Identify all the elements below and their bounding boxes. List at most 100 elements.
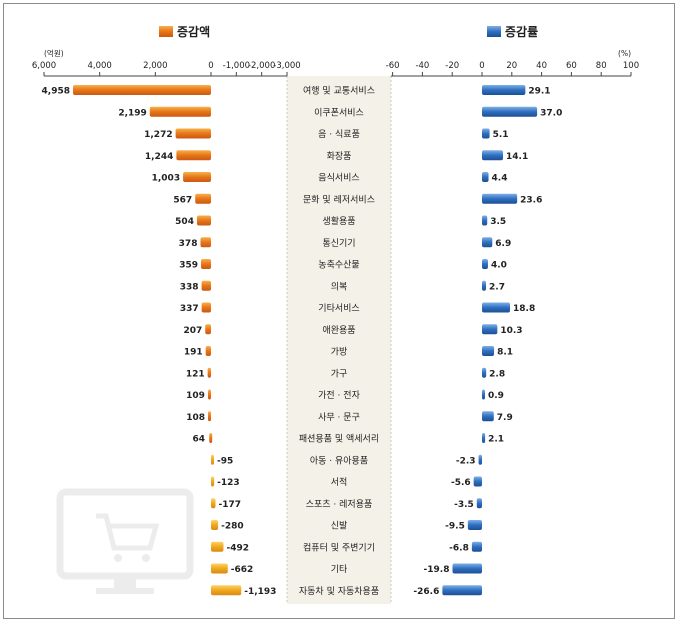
amount-bar (209, 433, 213, 443)
amount-bars: 4,958 2,199 1,272 1,244 1,003 567 504 378 359 338… (42, 85, 276, 597)
rate-value-label: 5.1 (493, 130, 509, 140)
amount-value-label: -123 (217, 478, 240, 488)
rate-value-label: 8.1 (497, 348, 513, 358)
category-label: 애완용품 (322, 325, 355, 336)
rate-bar (482, 128, 490, 139)
amount-value-label: 121 (186, 369, 205, 379)
monitor-stand (114, 576, 136, 590)
rate-bar (482, 389, 485, 400)
rate-bar (482, 367, 487, 378)
category-label: 음 · 식료품 (318, 129, 360, 140)
left-axis-ticks: 6,000 4,000 2,000 0 -1,000-2,000-3,000 (32, 61, 301, 76)
amount-bar (196, 215, 211, 226)
category-label: 스포츠 · 레저용품 (306, 499, 373, 510)
amount-bar (211, 541, 224, 552)
amount-value-label: -177 (218, 500, 241, 510)
amount-bar (73, 85, 211, 95)
amount-value-label: 378 (179, 239, 198, 249)
left-tick-label: 4,000 (87, 61, 111, 71)
rate-value-label: 23.6 (520, 195, 542, 205)
category-label: 기타 (331, 564, 348, 575)
right-tick-label: 80 (596, 61, 607, 71)
right-tick-label: 0 (479, 61, 484, 71)
amount-bar (201, 302, 211, 313)
rate-bar (482, 85, 526, 95)
amount-bar (205, 346, 211, 356)
rate-value-label: 29.1 (528, 87, 550, 97)
legend-rate-label: 증감률 (505, 24, 538, 39)
legend-rate-swatch (487, 26, 501, 37)
rate-value-label: -3.5 (454, 500, 474, 510)
amount-value-label: -95 (217, 456, 233, 466)
amount-value-label: -492 (226, 543, 249, 553)
left-tick-label: -1,000 (223, 61, 250, 71)
chart-svg: 증감액 증감률 (억원) (%) 6,000 4,000 2,000 0 -1,000-… (32, 24, 639, 604)
amount-value-label: -280 (221, 522, 244, 532)
left-tick-label: -3,000 (273, 61, 300, 71)
category-label: 화장품 (327, 151, 352, 162)
amount-bar (211, 585, 242, 596)
category-label: 서적 (331, 476, 348, 488)
amount-value-label: 337 (180, 304, 199, 314)
amount-value-label: 2,199 (118, 108, 146, 118)
rate-bar (471, 541, 482, 552)
rate-value-label: 18.8 (513, 304, 535, 314)
left-tick-label: 2,000 (143, 61, 167, 71)
rate-bar (467, 520, 482, 530)
right-tick-label: 40 (536, 61, 547, 71)
amount-bar (207, 367, 211, 378)
amount-bar (195, 193, 211, 204)
amount-bar (175, 128, 211, 139)
category-label: 기타서비스 (318, 303, 359, 314)
chart-frame: 증감액 증감률 (억원) (%) 6,000 4,000 2,000 0 -1,000-… (3, 3, 675, 619)
amount-value-label: 108 (186, 413, 205, 423)
cart-wheel-left-icon (114, 554, 122, 562)
rate-value-label: -26.6 (413, 587, 439, 597)
amount-bar (201, 280, 211, 291)
rate-bar (482, 302, 511, 313)
rate-value-label: 4.0 (491, 261, 507, 271)
amount-value-label: 359 (179, 261, 198, 271)
rate-value-label: -9.5 (445, 522, 465, 532)
rate-bars: 29.1 37.0 5.1 14.1 4.4 23.6 3.5 6.9 4.0 2.7 18.8 10… (413, 85, 562, 597)
amount-value-label: 4,958 (42, 87, 70, 97)
rate-value-label: 6.9 (495, 239, 511, 249)
rate-value-label: 37.0 (540, 108, 562, 118)
right-tick-label: -20 (445, 61, 459, 71)
left-tick-label: 6,000 (32, 61, 56, 71)
amount-bar (201, 259, 211, 269)
rate-bar (482, 346, 495, 356)
amount-bar (176, 150, 211, 161)
amount-bar (211, 563, 228, 574)
category-label: 패션용품 및 액세서리 (299, 433, 379, 445)
amount-bar (200, 237, 211, 248)
rate-value-label: 3.5 (490, 217, 506, 227)
rate-value-label: 2.7 (489, 282, 505, 292)
category-label-band (287, 76, 391, 604)
category-label: 신발 (331, 521, 348, 532)
rate-bar (482, 237, 493, 248)
rate-bar (478, 454, 482, 465)
category-label: 농축수산물 (318, 260, 359, 271)
rate-bar (476, 498, 482, 509)
computer-cart-watermark (56, 488, 194, 594)
amount-value-label: -662 (231, 565, 254, 575)
amount-value-label: 504 (175, 217, 194, 227)
rate-bar (442, 585, 482, 596)
left-unit-label: (억원) (44, 49, 64, 58)
rate-bar (482, 259, 488, 269)
rate-bar (482, 215, 488, 226)
right-axis-ticks: -60 -40 -20 0 20 40 60 80 100 (386, 61, 639, 76)
category-label: 아동 · 유아용품 (310, 455, 368, 466)
amount-value-label: 1,244 (145, 152, 173, 162)
amount-bar (205, 324, 211, 335)
rate-bar (473, 476, 482, 487)
rate-value-label: 2.8 (489, 369, 505, 379)
category-label: 가방 (331, 347, 348, 358)
amount-bar (211, 520, 219, 530)
amount-value-label: 1,003 (152, 174, 180, 184)
category-label: 문화 및 레저서비스 (303, 193, 375, 205)
amount-value-label: 567 (173, 195, 192, 205)
amount-value-label: -1,193 (244, 587, 276, 597)
